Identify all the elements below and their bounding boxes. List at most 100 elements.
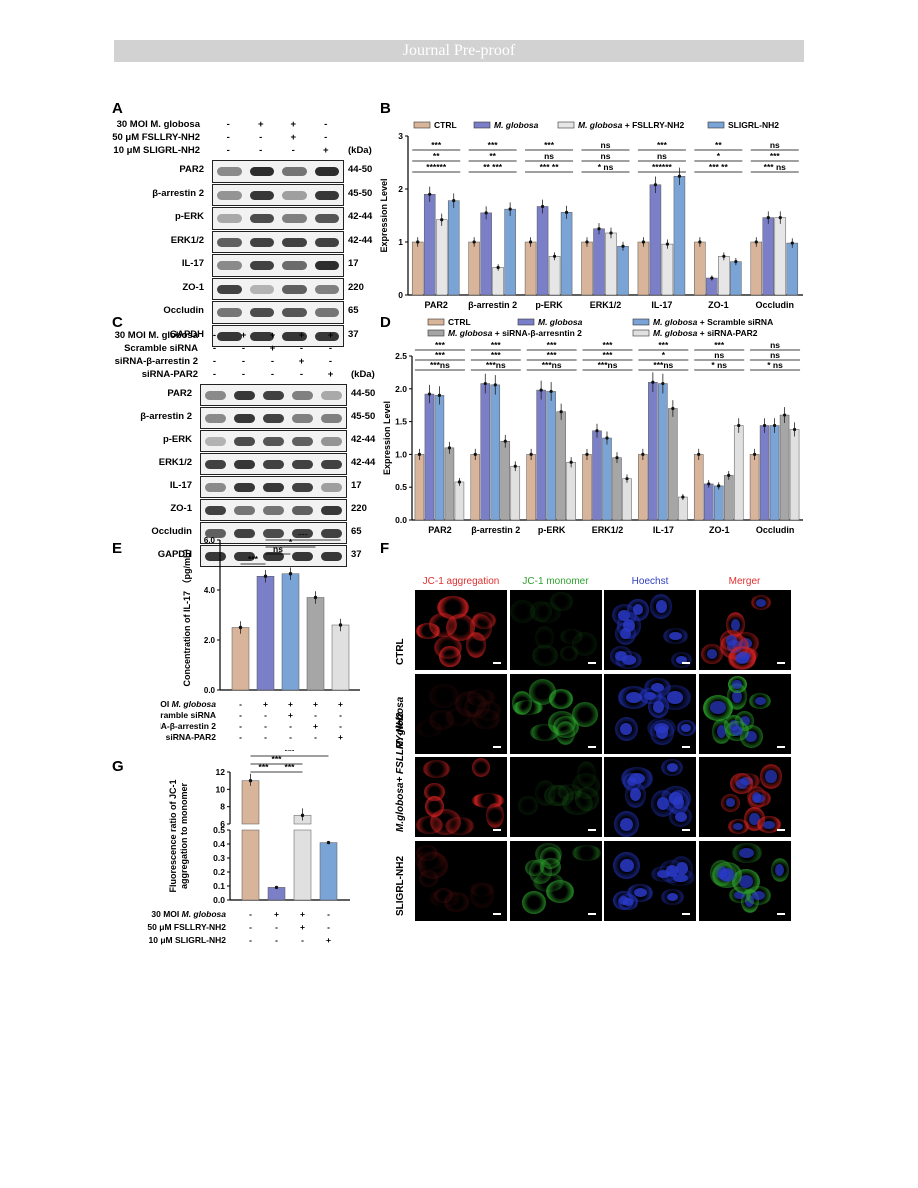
data-point xyxy=(288,572,293,576)
scale-bar xyxy=(776,912,785,915)
treatment-sign: + xyxy=(298,330,305,341)
blot-band xyxy=(292,529,313,538)
kda-value: 220 xyxy=(348,281,364,293)
data-point xyxy=(484,211,488,215)
treatment-sign: + xyxy=(269,330,276,341)
cell-blob xyxy=(463,696,490,719)
protein-label: Occludin xyxy=(151,526,192,537)
bar xyxy=(256,576,275,691)
x-tick-label: PAR2 xyxy=(428,525,451,535)
treatment-label: 30 MOI M. globosa xyxy=(114,330,198,341)
data-point xyxy=(428,192,432,196)
bar xyxy=(231,627,250,691)
nucleus-blob xyxy=(681,724,691,733)
nucleus-blob xyxy=(674,811,687,822)
data-point xyxy=(559,410,563,414)
micrograph xyxy=(604,590,696,670)
cell-blob xyxy=(445,708,473,726)
blot-band xyxy=(234,437,255,446)
treatment-label: siRNA-β-arrestin 2 xyxy=(114,356,198,367)
treatment-sign: - xyxy=(264,732,267,742)
nucleus-blob xyxy=(754,696,766,705)
blot-strip xyxy=(212,277,344,300)
blot-band xyxy=(314,331,339,341)
bar xyxy=(648,381,658,521)
blot-band xyxy=(314,167,339,177)
nucleus-blob xyxy=(665,865,679,877)
nucleus-blob xyxy=(657,870,671,879)
treatment-sign: + xyxy=(300,922,305,932)
blot-band xyxy=(205,391,226,400)
panel-label-e: E xyxy=(112,540,123,557)
treatment-sign: + xyxy=(313,699,318,709)
data-point xyxy=(671,406,675,411)
data-point xyxy=(238,625,243,630)
legend-swatch xyxy=(427,318,445,326)
bar xyxy=(581,241,593,296)
panel-label-g: G xyxy=(112,758,124,775)
significance-mark: *** xyxy=(770,151,781,161)
treatment-sign: - xyxy=(239,699,242,709)
significance-mark: *** xyxy=(435,340,446,350)
data-point xyxy=(790,241,794,245)
significance-mark: *** xyxy=(431,140,442,150)
treatment-sign: - xyxy=(249,909,252,919)
bar xyxy=(637,241,650,296)
bar xyxy=(661,243,674,296)
blot-band xyxy=(282,331,307,341)
y-axis-label-line2: aggregation to monomer xyxy=(179,783,189,890)
significance-mark: ns xyxy=(714,350,724,360)
protein-label: β-arrestin 2 xyxy=(152,187,204,199)
significance-mark: ***ns xyxy=(430,360,450,370)
micrograph xyxy=(698,673,791,754)
data-point xyxy=(513,464,517,468)
significance-mark: *** xyxy=(603,340,614,350)
nucleus-blob xyxy=(710,701,726,715)
treatment-sign: - xyxy=(339,710,342,720)
data-point xyxy=(625,477,629,481)
bar xyxy=(480,212,492,296)
blot-band xyxy=(282,237,307,247)
cell-blob xyxy=(469,881,495,898)
nucleus-blob xyxy=(731,725,743,736)
data-point xyxy=(248,778,253,783)
data-point xyxy=(754,240,758,244)
treatment-sign: - xyxy=(212,343,217,354)
bar xyxy=(500,441,511,521)
nucleus-blob xyxy=(739,875,753,888)
cell-blob xyxy=(550,592,573,612)
x-tick-label: β-arrestin 2 xyxy=(471,525,520,535)
significance-mark: ***ns xyxy=(653,360,673,370)
bar xyxy=(536,206,549,296)
significance-mark: * ns xyxy=(598,162,614,172)
bar xyxy=(444,447,455,521)
bar xyxy=(470,454,481,521)
data-point xyxy=(417,452,422,456)
scale-bar xyxy=(587,662,596,664)
nucleus-blob xyxy=(655,600,667,613)
data-point xyxy=(665,242,670,246)
blot-band xyxy=(263,414,284,423)
nucleus-blob xyxy=(752,890,766,900)
data-point xyxy=(677,174,682,178)
data-point xyxy=(552,254,557,258)
bar xyxy=(749,454,760,521)
blot-band xyxy=(263,437,284,446)
bar xyxy=(468,241,480,296)
blot-strip xyxy=(212,254,344,277)
bar xyxy=(593,228,605,296)
x-tick-label: IL-17 xyxy=(653,525,674,535)
data-point xyxy=(447,446,452,450)
y-tick-label: 4.0 xyxy=(204,586,216,595)
significance-mark: ns xyxy=(770,350,780,360)
protein-label: GAPDH xyxy=(169,328,204,340)
treatment-sign: - xyxy=(328,343,333,354)
bar xyxy=(673,176,686,296)
cell-blob xyxy=(415,720,442,737)
blot-band xyxy=(217,308,242,318)
panel-label-b: B xyxy=(380,100,391,117)
protein-label: IL-17 xyxy=(169,480,192,491)
blot-band xyxy=(292,437,313,446)
treatment-sign: - xyxy=(324,132,328,143)
data-point xyxy=(540,204,545,209)
